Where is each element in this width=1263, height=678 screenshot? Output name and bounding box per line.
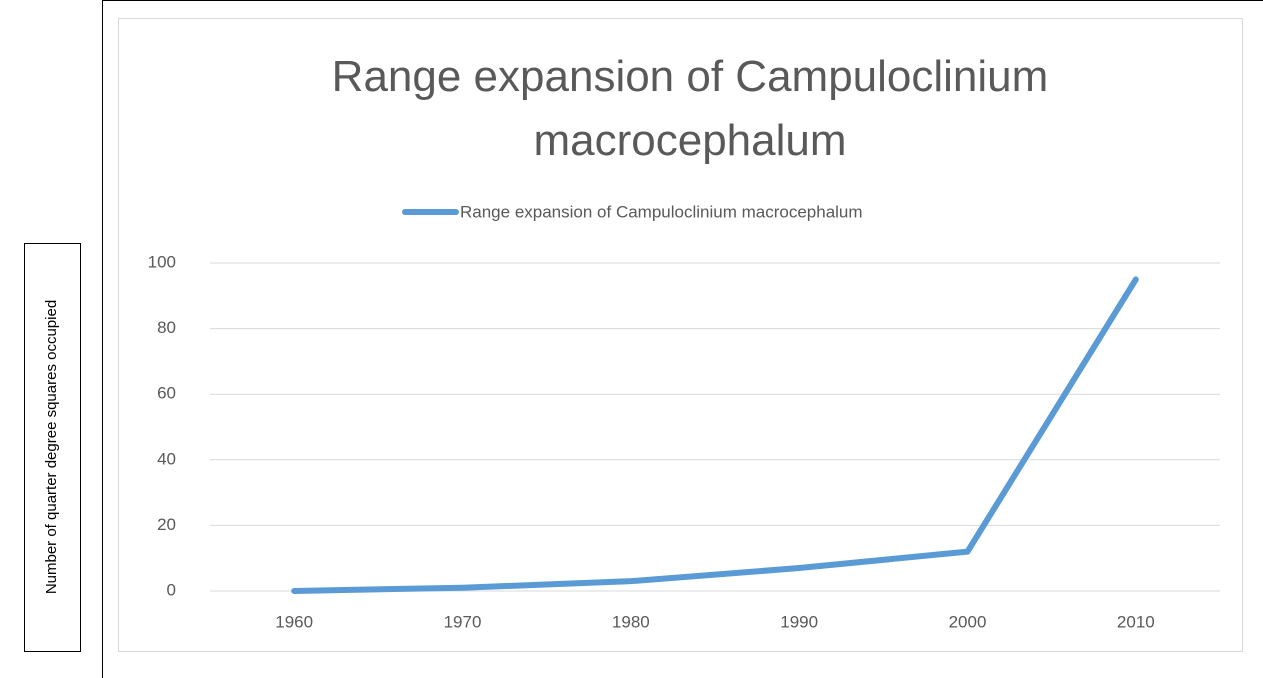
x-tick-label: 1980 <box>612 612 650 631</box>
y-tick-label: 80 <box>157 318 176 337</box>
x-tick-label: 1970 <box>444 612 482 631</box>
y-axis-label: Number of quarter degree squares occupie… <box>43 300 60 594</box>
x-tick-label: 2010 <box>1117 612 1155 631</box>
y-tick-label: 40 <box>157 449 176 468</box>
x-tick-label: 1990 <box>780 612 818 631</box>
chart-title: Range expansion of Campuloclinium macroc… <box>331 52 1049 165</box>
x-tick-label: 1960 <box>275 612 313 631</box>
y-tick-label: 100 <box>148 252 176 271</box>
y-tick-label: 60 <box>157 384 176 403</box>
chart-area <box>118 18 1243 652</box>
legend-label: Range expansion of Campuloclinium macroc… <box>460 202 863 221</box>
data-line <box>291 276 1139 594</box>
y-tick-label: 0 <box>167 580 176 599</box>
x-tick-label: 2000 <box>949 612 987 631</box>
y-label-box <box>24 243 81 652</box>
y-tick-label: 20 <box>157 515 176 534</box>
